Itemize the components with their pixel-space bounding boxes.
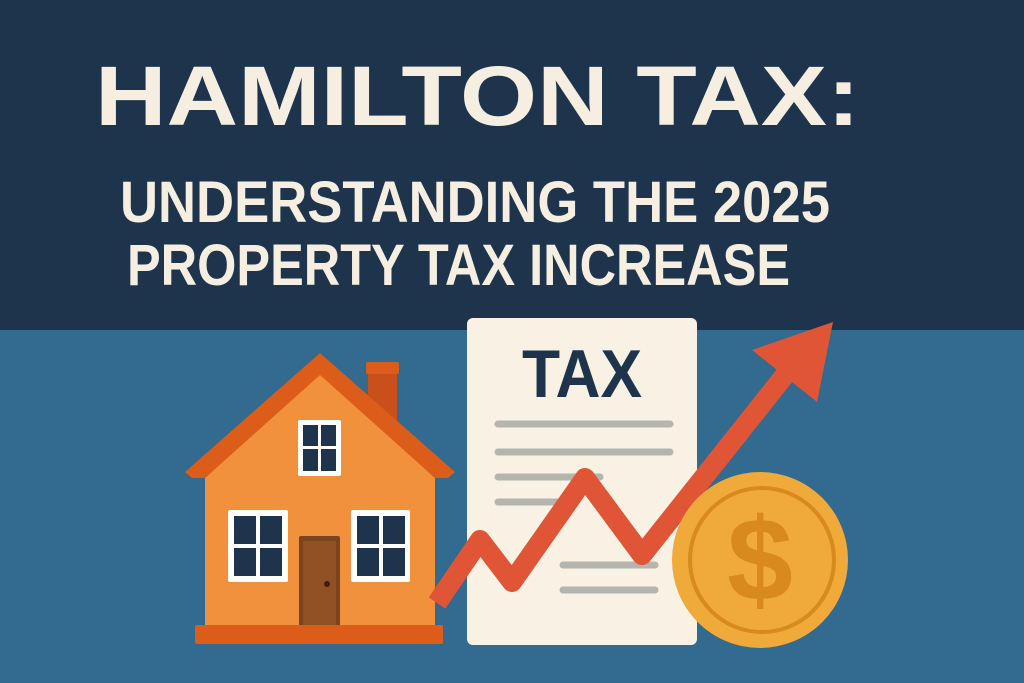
coin-symbol: $	[727, 494, 793, 626]
door-icon	[299, 536, 340, 628]
header-band	[0, 0, 1024, 330]
rising-arrow-icon	[428, 322, 833, 609]
document-label: TAX	[522, 336, 642, 412]
subtitle-line-2: PROPERTY TAX INCREASE	[127, 233, 790, 298]
subtitle-line-1: UNDERSTANDING THE 2025	[120, 170, 830, 235]
window-icon	[228, 510, 288, 582]
dollar-coin-icon: $	[672, 472, 848, 648]
window-icon	[351, 510, 410, 582]
house-icon	[185, 353, 455, 644]
page-title: HAMILTON TAX:	[95, 49, 860, 143]
window-icon	[298, 420, 341, 476]
